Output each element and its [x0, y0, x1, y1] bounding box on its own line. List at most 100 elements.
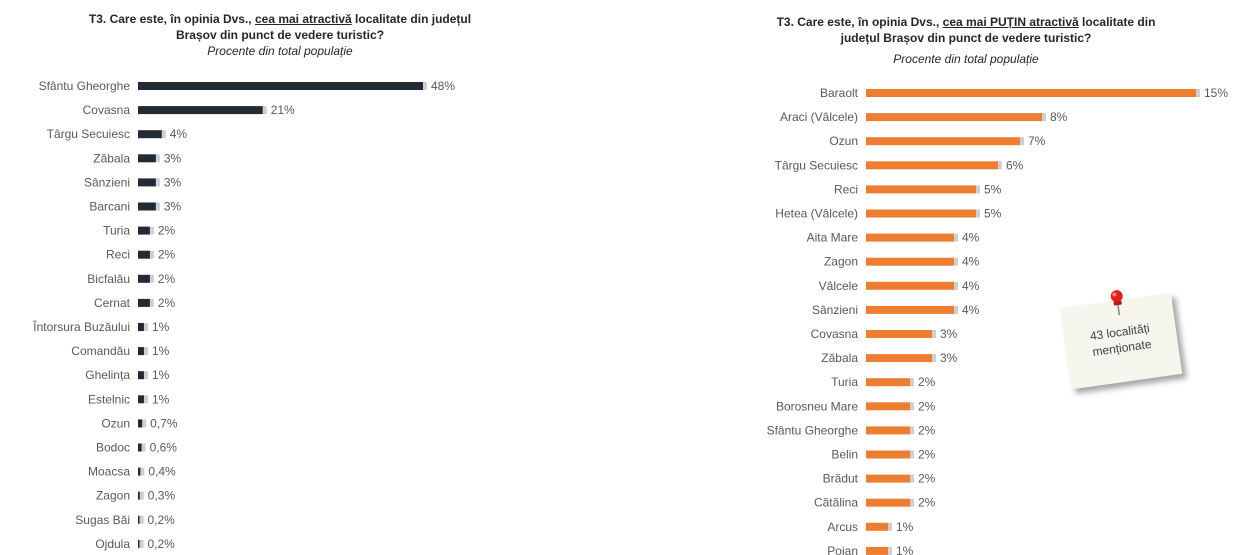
- left-value-label: 2%: [158, 272, 176, 286]
- left-bar-shadow: [142, 371, 148, 380]
- right-title-underlined: cea mai PUȚIN atractivă: [942, 15, 1079, 29]
- left-value-label: 4%: [170, 127, 188, 141]
- right-bar-shadow: [909, 378, 914, 387]
- left-value-label: 0,2%: [148, 513, 176, 527]
- left-value-label: 21%: [271, 103, 295, 117]
- left-category-label: Cernat: [94, 296, 131, 310]
- right-bar: [866, 330, 932, 338]
- right-value-label: 4%: [962, 303, 980, 317]
- left-bar: [138, 347, 144, 356]
- left-bar-shadow: [142, 323, 148, 331]
- right-category-label: Poian: [827, 544, 858, 555]
- right-value-label: 2%: [918, 448, 936, 462]
- left-value-label: 2%: [158, 248, 176, 262]
- left-bar: [138, 130, 162, 139]
- right-value-label: 5%: [984, 182, 1002, 196]
- right-bar: [866, 354, 932, 363]
- right-bar: [866, 450, 910, 459]
- right-value-label: 1%: [896, 520, 914, 534]
- left-title-part-2: localitate din județul: [351, 12, 472, 26]
- right-bar-shadow: [1195, 89, 1200, 97]
- right-category-label: Sfântu Gheorghe: [767, 423, 859, 437]
- left-chart-subtitle: Procente din total populație: [207, 44, 353, 58]
- right-category-label: Zagon: [824, 255, 858, 269]
- right-bar: [866, 89, 1196, 97]
- left-category-label: Moacsa: [88, 465, 130, 479]
- left-value-label: 0,7%: [150, 416, 178, 430]
- right-value-label: 3%: [940, 351, 958, 365]
- right-bar-shadow: [909, 402, 914, 411]
- left-title-part-1: T3. Care este, în opinia Dvs.,: [88, 12, 255, 26]
- left-value-label: 0,6%: [150, 441, 178, 455]
- right-value-label: 7%: [1028, 134, 1046, 148]
- right-bar: [866, 113, 1042, 122]
- right-chart-subtitle: Procente din total populație: [893, 52, 1039, 66]
- right-value-label: 2%: [918, 375, 936, 389]
- left-category-label: Ghelința: [85, 368, 130, 382]
- right-bar: [866, 305, 954, 314]
- right-bar-shadow: [909, 498, 914, 507]
- sticky-note: 43 localități menționate: [1059, 290, 1183, 390]
- right-bar-shadow: [953, 233, 958, 242]
- left-bar: [138, 419, 143, 428]
- right-bar: [866, 426, 910, 435]
- left-bar: [138, 467, 141, 476]
- left-category-label: Sânzieni: [84, 175, 130, 189]
- right-bar-shadow: [953, 281, 958, 290]
- right-title-part-2: localitate din: [1078, 15, 1156, 29]
- right-value-label: 1%: [896, 544, 914, 555]
- right-category-label: Baraolt: [820, 86, 859, 100]
- left-value-label: 3%: [164, 151, 182, 165]
- left-category-label: Zagon: [96, 489, 130, 503]
- left-bar-shadow: [148, 274, 154, 283]
- left-category-label: Întorsura Buzăului: [32, 319, 130, 334]
- right-value-label: 4%: [962, 279, 980, 293]
- left-category-label: Târgu Secuiesc: [47, 127, 130, 141]
- left-value-label: 3%: [164, 175, 182, 189]
- right-category-label: Belin: [831, 448, 858, 462]
- left-bar-shadow: [141, 419, 147, 428]
- left-bar: [138, 274, 150, 283]
- left-bar-shadow: [142, 347, 148, 356]
- left-bar-shadow: [154, 178, 160, 187]
- left-category-label: Ozun: [101, 416, 130, 430]
- left-bar-shadow: [142, 395, 148, 404]
- left-bar-shadow: [138, 491, 144, 500]
- left-title-line-2: Brașov din punct de vedere turistic?: [175, 28, 385, 42]
- left-value-label: 48%: [431, 79, 455, 93]
- right-category-label: Covasna: [811, 327, 859, 341]
- left-bar: [138, 371, 144, 380]
- left-bar-shadow: [148, 250, 154, 259]
- left-value-label: 0,2%: [148, 537, 176, 551]
- left-bar-shadow: [139, 467, 145, 476]
- left-category-label: Sfântu Gheorghe: [39, 79, 131, 93]
- right-category-label: Arcus: [827, 520, 858, 534]
- right-category-label: Reci: [834, 182, 858, 196]
- right-bar-shadow: [887, 522, 892, 531]
- right-bar-shadow: [953, 305, 958, 314]
- right-bar-shadow: [1041, 113, 1046, 122]
- right-chart-title: T3. Care este, în opinia Dvs., cea mai P…: [690, 14, 1242, 46]
- left-value-label: 1%: [152, 368, 170, 382]
- left-value-label: 2%: [158, 296, 176, 310]
- right-bar: [866, 185, 976, 194]
- right-bar: [866, 257, 954, 266]
- right-bar-shadow: [931, 330, 936, 338]
- left-category-label: Turia: [103, 224, 130, 238]
- left-category-label: Sugas Băi: [75, 513, 130, 527]
- left-bar: [138, 202, 156, 211]
- right-bar: [866, 161, 998, 170]
- right-bar-shadow: [909, 426, 914, 435]
- left-bar-shadow: [138, 539, 144, 548]
- right-value-label: 2%: [918, 472, 936, 486]
- right-value-label: 6%: [1006, 158, 1024, 172]
- right-bar: [866, 546, 888, 555]
- right-category-label: Sânzieni: [812, 303, 858, 317]
- right-category-label: Vâlcele: [819, 279, 859, 293]
- right-category-label: Brădut: [823, 472, 859, 486]
- right-bar-shadow: [975, 209, 980, 218]
- right-category-label: Araci (Vâlcele): [780, 110, 858, 124]
- left-bar-shadow: [422, 82, 427, 90]
- right-bar-shadow: [887, 546, 892, 555]
